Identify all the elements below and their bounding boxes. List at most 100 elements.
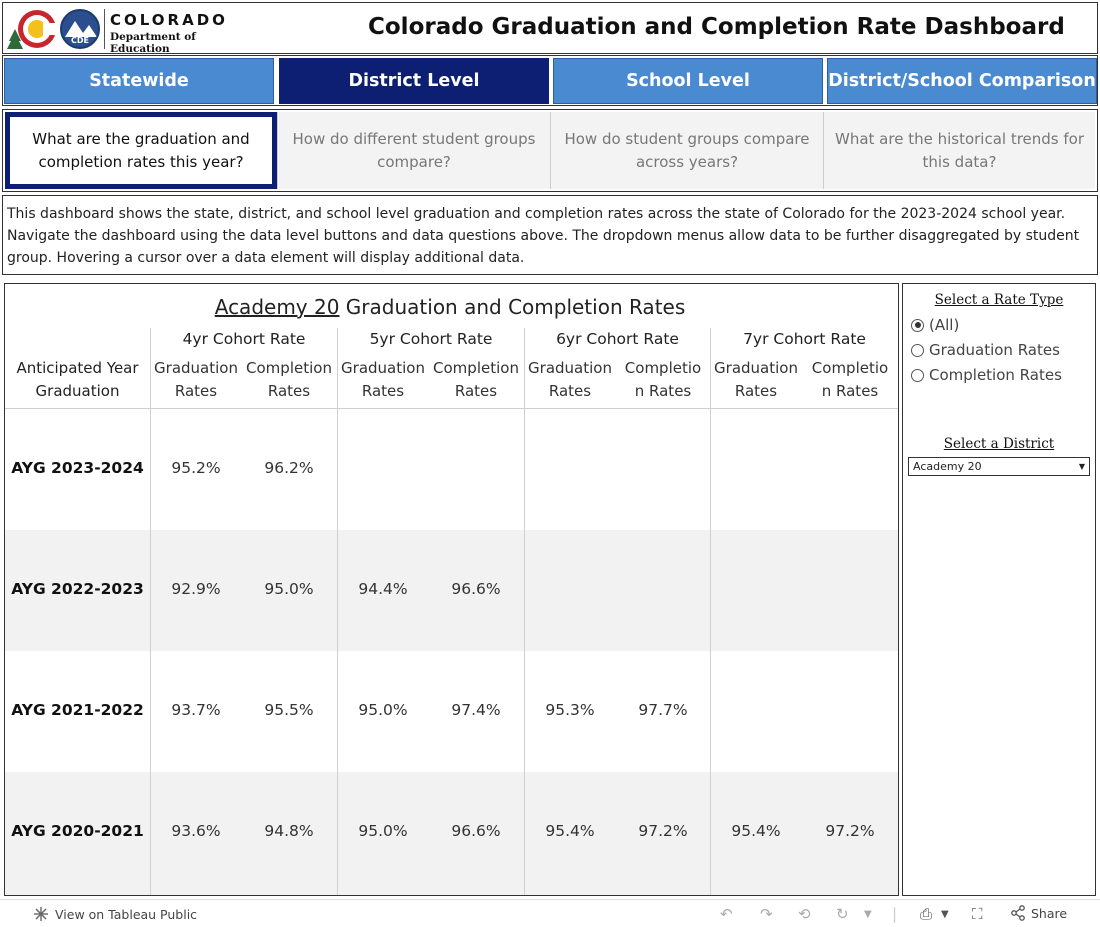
rate-option-label: Graduation Rates <box>929 341 1060 359</box>
view-on-tableau-link[interactable]: View on Tableau Public <box>33 906 197 922</box>
view-on-tableau-label: View on Tableau Public <box>55 906 198 922</box>
toolbar-separator: | <box>892 905 898 923</box>
radio-selected-icon[interactable] <box>911 318 924 332</box>
tableau-logo-icon <box>34 907 48 921</box>
column-divider <box>710 328 711 895</box>
refresh-icon[interactable]: ↻ <box>836 905 849 923</box>
question-tab-historical-trends[interactable]: What are the historical trends for this … <box>823 112 1095 189</box>
question-tab-student-groups[interactable]: How do different student groups compare? <box>277 112 550 189</box>
table-cell[interactable]: 96.6% <box>451 580 501 598</box>
table-cell[interactable]: 95.0% <box>358 701 408 719</box>
sub-header: Graduation Rates <box>150 357 242 403</box>
table-cell[interactable]: 96.6% <box>451 822 501 840</box>
sub-header: Graduation Rates <box>337 357 429 403</box>
row-background <box>5 530 898 651</box>
sub-header-line: Completion <box>433 359 519 377</box>
logo-badge: CDE <box>71 36 89 45</box>
table-cell[interactable]: 94.8% <box>264 822 314 840</box>
nav-statewide-button[interactable]: Statewide <box>4 58 274 104</box>
sub-header: Graduation Rates <box>524 357 616 403</box>
sub-header-line: Graduation <box>528 359 612 377</box>
table-cell[interactable]: 93.7% <box>171 701 221 719</box>
sub-header-line: Rates <box>361 382 405 400</box>
table-cell[interactable]: 96.2% <box>264 459 314 477</box>
rate-option-label: (All) <box>929 316 960 334</box>
share-button[interactable]: Share <box>1010 905 1067 921</box>
table-cell[interactable]: 95.0% <box>264 580 314 598</box>
cde-logo[interactable]: CDE COLORADO Department of Education <box>5 7 245 55</box>
row-label: AYG 2021-2022 <box>11 701 144 719</box>
radio-icon[interactable] <box>911 343 924 357</box>
sub-header: Completion Rates <box>430 357 522 403</box>
table-cell[interactable]: 95.2% <box>171 459 221 477</box>
table-title: Academy 20 Graduation and Completion Rat… <box>5 295 895 319</box>
district-dropdown[interactable]: Academy 20 ▼ <box>908 457 1090 476</box>
share-icon <box>1011 905 1025 921</box>
sub-header-line: Graduation <box>154 359 238 377</box>
table-title-district[interactable]: Academy 20 <box>214 295 340 319</box>
sub-header-line: Completion <box>246 359 332 377</box>
header-divider <box>5 408 898 409</box>
sub-header-line: Rates <box>548 382 592 400</box>
refresh-dropdown-icon[interactable]: ▼ <box>864 909 872 920</box>
logo-department-text: Department of Education <box>110 31 196 55</box>
row-label: AYG 2020-2021 <box>11 822 144 840</box>
undo-icon[interactable]: ↶ <box>720 905 733 923</box>
table-cell[interactable]: 95.4% <box>731 822 781 840</box>
row-background <box>5 772 898 895</box>
sub-header-line: Rates <box>174 382 218 400</box>
table-title-suffix: Graduation and Completion Rates <box>339 295 686 319</box>
sub-header-line: Rates <box>267 382 311 400</box>
sub-header-line: Completio <box>624 359 702 377</box>
question-tab-current-rates[interactable]: What are the graduation and completion r… <box>5 112 277 189</box>
table-cell[interactable]: 94.4% <box>358 580 408 598</box>
rate-option-all[interactable]: (All) <box>911 316 959 334</box>
table-cell[interactable]: 95.3% <box>545 701 595 719</box>
column-divider <box>337 328 338 895</box>
data-question-tabs: What are the graduation and completion r… <box>2 109 1098 192</box>
download-dropdown-icon[interactable]: ▼ <box>941 909 949 920</box>
table-cell[interactable]: 97.7% <box>638 701 688 719</box>
question-tab-groups-across-years[interactable]: How do student groups compare across yea… <box>550 112 823 189</box>
fullscreen-icon[interactable]: ⛶ <box>972 905 983 923</box>
tableau-toolbar: View on Tableau Public ↶ ↷ ⟲ ↻ ▼ | ⎙ ▼ ⛶… <box>0 899 1100 927</box>
cohort-header-4yr: 4yr Cohort Rate <box>182 330 306 348</box>
sub-header: Completion Rates <box>243 357 335 403</box>
column-divider <box>524 328 525 895</box>
share-label: Share <box>1031 905 1068 921</box>
table-cell[interactable]: 95.4% <box>545 822 595 840</box>
dropdown-caret-icon: ▼ <box>1078 462 1085 471</box>
sub-header-line: Graduation <box>341 359 425 377</box>
row-label: AYG 2022-2023 <box>11 580 144 598</box>
nav-district-level-button[interactable]: District Level <box>279 58 549 104</box>
revert-icon[interactable]: ⟲ <box>798 905 811 923</box>
sub-header-line: n Rates <box>634 382 692 400</box>
table-cell[interactable]: 97.2% <box>638 822 688 840</box>
row-background <box>5 409 898 530</box>
sub-header-line: n Rates <box>821 382 879 400</box>
rate-type-title: Select a Rate Type <box>934 292 1064 308</box>
sub-header-line: Graduation <box>714 359 798 377</box>
header-bar: CDE COLORADO Department of Education Col… <box>2 2 1098 55</box>
filter-panel: Select a Rate Type (All) Graduation Rate… <box>902 283 1096 896</box>
radio-icon[interactable] <box>911 368 924 382</box>
data-level-nav: Statewide District Level School Level Di… <box>2 55 1098 106</box>
nav-school-level-button[interactable]: School Level <box>553 58 823 104</box>
rate-option-graduation[interactable]: Graduation Rates <box>911 341 1060 359</box>
redo-icon[interactable]: ↷ <box>760 905 773 923</box>
table-cell[interactable]: 97.2% <box>825 822 875 840</box>
sub-header-line: Completio <box>811 359 889 377</box>
download-icon[interactable]: ⎙ <box>920 905 933 923</box>
rate-option-label: Completion Rates <box>929 366 1062 384</box>
logo-colorado-text: COLORADO <box>110 11 228 29</box>
dashboard-description: This dashboard shows the state, district… <box>2 195 1098 275</box>
row-header: Anticipated Year Graduation <box>5 357 150 403</box>
table-cell[interactable]: 95.5% <box>264 701 314 719</box>
table-cell[interactable]: 93.6% <box>171 822 221 840</box>
rate-option-completion[interactable]: Completion Rates <box>911 366 1062 384</box>
table-cell[interactable]: 92.9% <box>171 580 221 598</box>
table-cell[interactable]: 95.0% <box>358 822 408 840</box>
table-cell[interactable]: 97.4% <box>451 701 501 719</box>
nav-comparison-button[interactable]: District/School Comparison <box>827 58 1097 104</box>
sub-header: Graduation Rates <box>710 357 802 403</box>
